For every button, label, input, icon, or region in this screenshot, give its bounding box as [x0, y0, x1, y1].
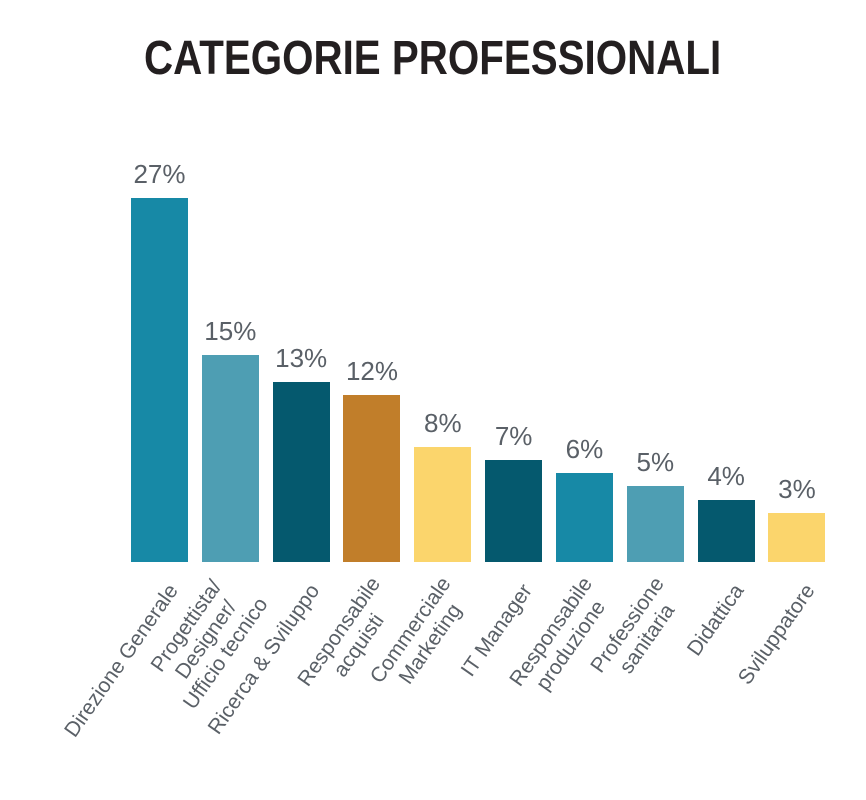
bar-value-label: 13% — [275, 343, 328, 373]
bar-value-label: 5% — [636, 447, 675, 477]
bar-value-label: 3% — [778, 474, 816, 504]
bar — [272, 382, 330, 562]
bar — [626, 486, 684, 562]
bar-value-label: 6% — [565, 434, 604, 464]
bar — [131, 198, 188, 562]
bar-value-label: 8% — [424, 408, 462, 438]
bar — [414, 447, 472, 562]
bar — [768, 513, 826, 562]
bar — [201, 355, 259, 562]
bar-value-label: 15% — [204, 316, 257, 346]
bar-value-label: 4% — [707, 461, 745, 491]
category-label-line: Didattica — [683, 580, 749, 661]
chart-title: CATEGORIE PROFESSIONALI — [0, 32, 866, 85]
category-label: Didattica — [683, 580, 750, 661]
bar — [485, 460, 543, 562]
bar-value-label: 27% — [133, 159, 186, 189]
chart-title-text: CATEGORIE PROFESSIONALI — [144, 32, 722, 85]
bar — [697, 500, 755, 562]
bar-value-label: 7% — [494, 421, 533, 451]
bar — [343, 395, 401, 562]
bar — [555, 473, 613, 562]
bar-value-label: 12% — [345, 356, 398, 386]
